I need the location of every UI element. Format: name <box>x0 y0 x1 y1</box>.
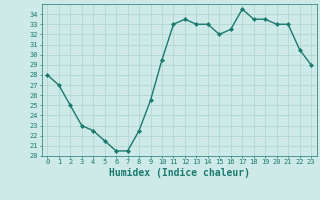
X-axis label: Humidex (Indice chaleur): Humidex (Indice chaleur) <box>109 168 250 178</box>
